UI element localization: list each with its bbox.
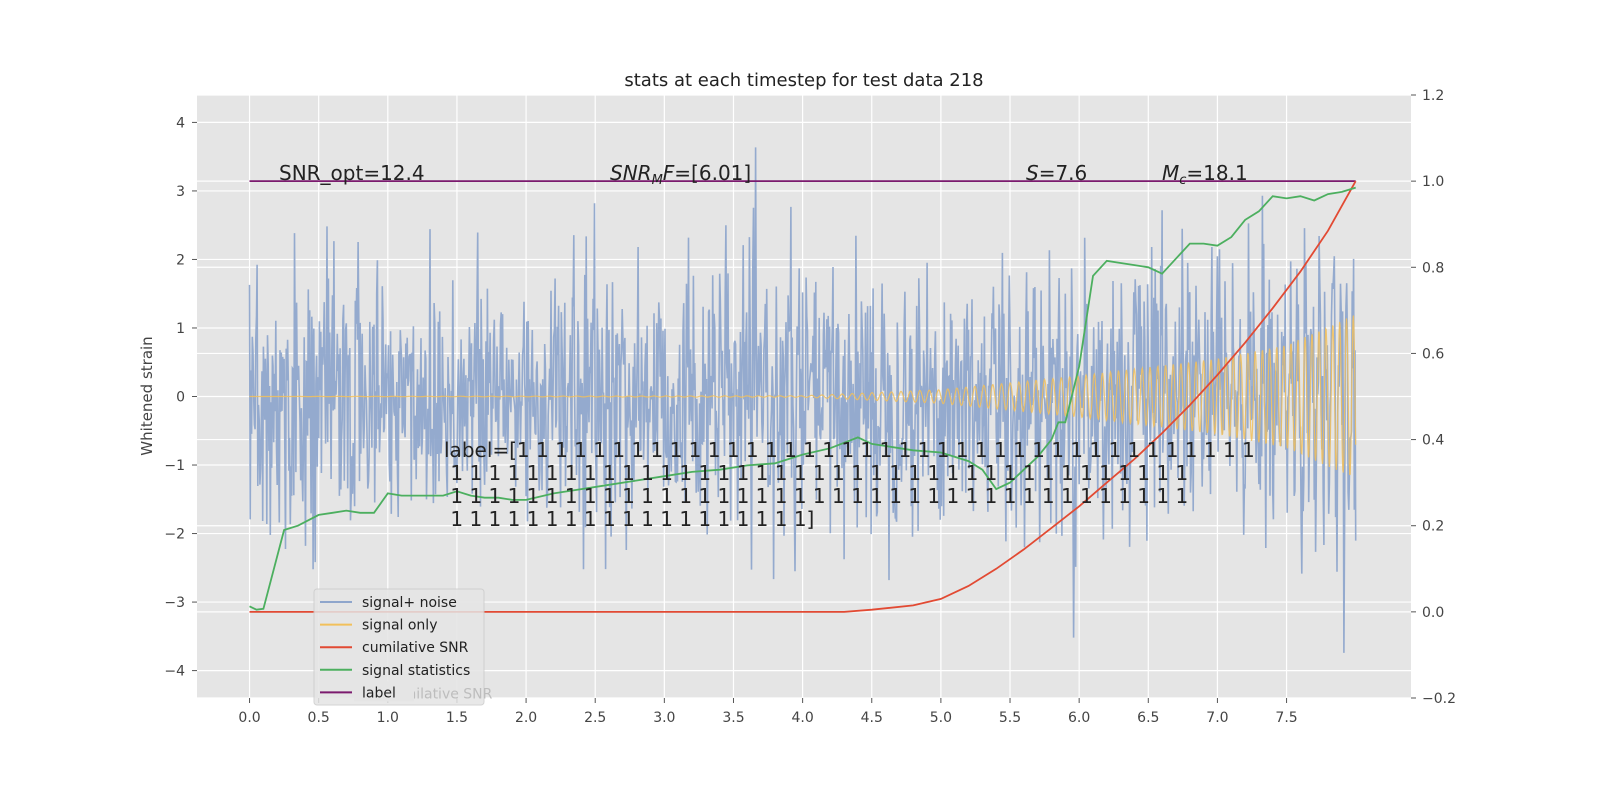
x-tick-label: 7.0: [1206, 710, 1228, 726]
y-tick-label: 0: [176, 390, 185, 406]
y2-tick-label: 0.0: [1422, 605, 1444, 621]
x-tick-label: 2.0: [515, 710, 537, 726]
x-tick-label: 4.5: [861, 710, 883, 726]
x-tick-label: 5.0: [930, 710, 952, 726]
legend-box: [313, 588, 485, 706]
line-series: [249, 180, 1357, 613]
x-tick-label: 3.5: [722, 710, 744, 726]
legend-label: label: [362, 685, 396, 701]
label-annotation-line-2: 1 1 1 1 1 1 1 1 1 1 1 1 1 1 1 1 1 1 1 1 …: [444, 461, 1188, 485]
y-tick-label: 2: [176, 252, 185, 268]
x-tick-label: 1.0: [377, 710, 399, 726]
snr-mf-annotation: SNRMF=[6.01]: [610, 161, 751, 188]
chart-title: stats at each timestep for test data 218: [624, 70, 983, 91]
x-tick-label: 4.0: [791, 710, 813, 726]
signal-only-series: [249, 315, 1357, 476]
axes: 0.0 0.5 1.0 1.5 2.0 2.5 3.0 3.5 4.0 4.5 5.0 5.5 6.0 6…: [164, 88, 1456, 726]
y2-tick-label: −0.2: [1422, 691, 1456, 707]
y-tick-label: −1: [164, 458, 185, 474]
signal-plus-noise-line: [248, 147, 1357, 653]
x-tick-label: 6.0: [1068, 710, 1090, 726]
s-annotation: S=7.6: [1026, 161, 1087, 185]
y2-tick-label: 0.6: [1422, 346, 1444, 362]
x-tick-label: 7.5: [1275, 710, 1297, 726]
x-tick-label: 3.0: [653, 710, 675, 726]
legend-mask: [354, 681, 414, 702]
legend-label: signal statistics: [362, 663, 470, 679]
annotations: SNR_opt=12.4 SNRMF=[6.01] S=7.6 Mc=18.1 …: [279, 161, 1255, 531]
signal-statistics-line: [249, 186, 1356, 611]
y2-tick-label: 0.8: [1422, 260, 1444, 276]
y-tick-label: −2: [164, 527, 185, 543]
label-annotation-line-1: label=[1 1 1 1 1 1 1 1 1 1 1 1 1 1 1 1 1…: [444, 438, 1255, 462]
x-tick-label: 2.5: [584, 710, 606, 726]
x-tick-label: 6.5: [1137, 710, 1159, 726]
y-tick-label: 4: [176, 115, 185, 131]
y2-tick-label: 0.2: [1422, 519, 1444, 535]
x-tick-label: 1.5: [446, 710, 468, 726]
label-annotation-line-4: 1 1 1 1 1 1 1 1 1 1 1 1 1 1 1 1 1 1 1]: [444, 507, 814, 531]
snr-opt-annotation: SNR_opt=12.4: [279, 161, 425, 185]
legend-label: signal only: [362, 618, 437, 634]
label-annotation-line-3: 1 1 1 1 1 1 1 1 1 1 1 1 1 1 1 1 1 1 1 1 …: [444, 484, 1188, 508]
x-tick-label: 0.5: [308, 710, 330, 726]
signal-plus-noise-series: [248, 147, 1357, 653]
x-tick-label: 5.5: [999, 710, 1021, 726]
y-tick-label: −3: [164, 595, 185, 611]
mc-annotation: Mc=18.1: [1162, 161, 1248, 188]
y2-tick-label: 0.4: [1422, 433, 1444, 449]
y-tick-label: 1: [176, 321, 185, 337]
y-tick-label: 3: [176, 184, 185, 200]
y2-tick-label: 1.2: [1422, 88, 1444, 104]
y2-tick-label: 1.0: [1422, 174, 1444, 190]
y-tick-label: −4: [164, 664, 185, 680]
legend-label: signal+ noise: [362, 595, 457, 611]
y-axis-label: Whitened strain: [138, 336, 156, 455]
signal-only-line: [249, 315, 1357, 476]
cumilative-snr-line: [249, 180, 1357, 613]
x-tick-label: 0.0: [238, 710, 260, 726]
legend-label: cumilative SNR: [362, 640, 469, 656]
